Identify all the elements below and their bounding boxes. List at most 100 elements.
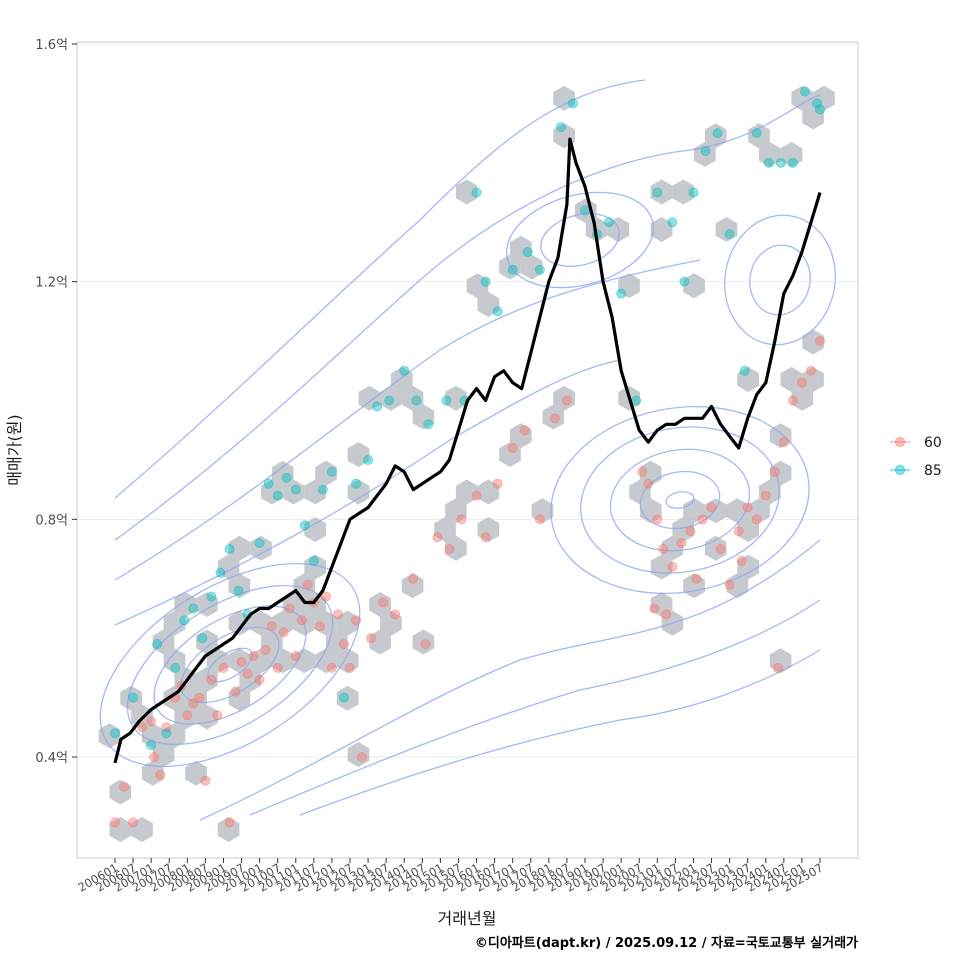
- point-series-60: [691, 573, 702, 584]
- hexbin-cell: [185, 760, 207, 786]
- hexbin-cell: [531, 498, 554, 524]
- point-series-85: [631, 395, 642, 406]
- point-series-60: [110, 817, 121, 828]
- point-series-85: [580, 205, 591, 216]
- hexbin-cell: [250, 535, 272, 561]
- point-series-60: [314, 621, 325, 632]
- point-series-85: [811, 98, 822, 109]
- y-tick-label: 0.4억: [35, 751, 68, 766]
- point-series-60: [796, 377, 807, 388]
- point-series-85: [775, 157, 786, 168]
- hexbin-cell: [282, 592, 305, 617]
- point-series-85: [787, 157, 798, 168]
- point-series-60: [456, 514, 467, 525]
- point-series-85: [233, 585, 244, 596]
- hexbin-cell: [748, 498, 770, 524]
- density-contour: [249, 599, 821, 816]
- hexbin-cell: [109, 779, 132, 805]
- hexbin-cell: [228, 685, 251, 711]
- hexbin-cell: [152, 742, 175, 767]
- hexbin-cell: [759, 479, 781, 505]
- point-series-85: [441, 395, 452, 406]
- point-series-60: [658, 544, 669, 555]
- point-series-60: [676, 538, 687, 549]
- point-series-60: [390, 609, 401, 620]
- point-series-60: [507, 443, 518, 454]
- x-axis: 2006012006072007012007072008012008072009…: [75, 858, 826, 895]
- hexbin-cell: [271, 460, 294, 486]
- point-series-85: [338, 692, 349, 703]
- hexbin-cell: [445, 385, 467, 411]
- hexbin-cell: [618, 273, 640, 299]
- hexbin-cell: [650, 592, 673, 617]
- point-series-60: [326, 662, 337, 673]
- point-series-60: [519, 425, 530, 436]
- point-series-60: [230, 686, 241, 697]
- point-series-60: [200, 775, 211, 786]
- point-series-60: [769, 466, 780, 477]
- legend: 60 85: [890, 435, 942, 479]
- point-series-60: [146, 716, 157, 727]
- point-series-85: [534, 264, 545, 275]
- density-contour: [114, 94, 821, 541]
- point-series-60: [266, 621, 277, 632]
- hexbin-cell: [715, 217, 738, 242]
- x-axis-title: 거래년월: [438, 909, 497, 928]
- hexbin-cell: [228, 648, 251, 674]
- point-series-85: [667, 217, 678, 228]
- density-contour: [180, 626, 280, 704]
- density-contour: [299, 649, 821, 816]
- hexbin-cell: [304, 554, 326, 580]
- hexbin-cell: [380, 385, 402, 411]
- point-series-60: [637, 466, 648, 477]
- point-series-60: [561, 395, 572, 406]
- point-series-60: [652, 514, 663, 525]
- point-series-85: [170, 662, 181, 673]
- point-series-60: [736, 555, 747, 566]
- point-series-60: [697, 514, 708, 525]
- point-series-60: [149, 752, 160, 763]
- density-contour: [199, 539, 821, 821]
- density-contour: [724, 214, 836, 346]
- hexbin-cell: [196, 629, 218, 655]
- point-series-85: [281, 472, 292, 483]
- legend-key-dot: [894, 464, 906, 476]
- hexbin-cell: [542, 404, 565, 430]
- hexbin-cell: [412, 629, 435, 655]
- hexbin-cell: [737, 554, 759, 580]
- point-series-85: [215, 567, 226, 578]
- point-series-60: [805, 365, 816, 376]
- hexbin-cell: [239, 667, 261, 692]
- hexbin-cell: [109, 817, 132, 842]
- hexbin-cell: [271, 610, 294, 636]
- point-series-60: [661, 609, 672, 620]
- hexbin-cell: [293, 648, 316, 674]
- point-series-85: [555, 122, 566, 133]
- point-series-85: [616, 288, 627, 299]
- hexbin-cell: [163, 610, 186, 636]
- point-series-85: [471, 187, 482, 198]
- point-series-85: [317, 484, 328, 495]
- hexbin-cell: [802, 104, 824, 130]
- point-series-85: [724, 229, 735, 240]
- point-series-60: [254, 674, 265, 685]
- hexbin-cell: [802, 329, 824, 355]
- point-series-85: [567, 98, 578, 109]
- density-contour: [540, 213, 620, 267]
- hexbin-cell: [737, 517, 759, 542]
- hexbin-cell: [196, 592, 218, 617]
- point-series-60: [378, 597, 389, 608]
- hexbin-cell: [477, 517, 500, 542]
- point-series-60: [119, 781, 130, 792]
- hexbin-cell: [769, 648, 792, 674]
- hexbin-cell: [304, 517, 326, 542]
- point-series-60: [188, 698, 199, 709]
- hexbin-cell: [131, 817, 153, 842]
- point-series-60: [296, 615, 307, 626]
- point-series-85: [700, 145, 711, 156]
- panel-border: [76, 41, 859, 859]
- density-contour: [749, 244, 811, 316]
- point-series-60: [236, 656, 247, 667]
- point-series-60: [643, 478, 654, 489]
- median-trend-line: [113, 137, 822, 764]
